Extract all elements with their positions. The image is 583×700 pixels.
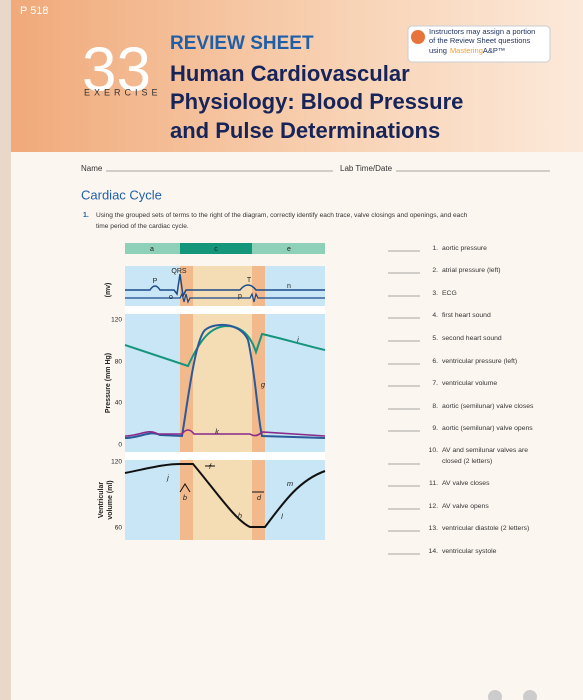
badge-text: using MasteringA&P™ [429,46,505,55]
phase-bar [252,243,325,254]
question-number: 1. [83,212,89,219]
curve-label: k [215,427,220,436]
axis-tick: 40 [115,400,123,407]
curve-label: g [261,380,266,389]
gap [125,306,325,314]
ecg-label: n [287,283,291,290]
curve-label: i [297,335,299,344]
curve-label: f [209,462,212,471]
axis-label: (mv) [105,283,112,298]
term-text: ventricular volume [442,380,497,387]
header-band [0,0,583,152]
exercise-label: EXERCISE [84,87,162,97]
exercise-number: 33 [82,35,151,104]
ecg-trace [125,273,325,299]
term-text: closed (2 letters) [442,458,492,465]
page-icon [523,690,537,700]
aortic-trace [124,324,326,368]
term-number: 13. [429,525,439,532]
ecg-label: QRS [171,268,187,275]
badge-box [407,25,551,63]
phase-bar [180,243,252,254]
term-text: ECG [442,290,457,297]
field-label: Lab Time/Date [340,164,393,173]
axis-tick: 80 [115,359,123,366]
badge-text: of the Review Sheet questions [429,36,531,45]
term-text: AV valve opens [442,503,489,510]
volume-trace [124,463,326,528]
sound-trace [125,292,325,304]
ecg-label: o [169,294,173,301]
axis-label: volume (ml) [107,480,114,519]
page-number: P 518 [20,5,49,17]
title: Physiology: Blood Pressure [170,89,463,114]
phase-label: a [150,246,154,253]
term-text: ventricular diastole (2 letters) [442,525,529,532]
axis-tick: 120 [111,459,122,466]
term-number: 9. [432,425,438,432]
ecg-label: T [247,277,252,284]
title: Human Cardiovascular [170,61,410,86]
badge-span: using [429,46,447,55]
term-number: 11. [429,480,438,487]
arrows [179,465,264,493]
term-text: ventricular pressure (left) [442,358,517,365]
question-text: time period of the cardiac cycle. [96,223,189,230]
badge-span: A&P™ [483,46,506,55]
axis-tick: 60 [115,525,123,532]
question-text: Using the grouped sets of terms to the r… [96,212,468,219]
term-text: aortic (semilunar) valve closes [442,403,534,410]
atrial-trace [124,429,326,437]
badge-text: Instructors may assign a portion [429,27,535,36]
badge-span: Mastering [450,46,483,55]
axis-tick: 0 [118,442,122,449]
term-number: 12. [429,503,439,510]
axis-tick: 120 [111,317,122,324]
phase-label: c [214,246,218,253]
term-number: 14. [429,548,439,555]
term-text: atrial pressure (left) [442,267,501,274]
phase-bar [125,243,180,254]
curve-label: l [281,512,283,521]
term-number: 8. [432,403,438,410]
term-text: first heart sound [442,312,491,319]
term-number: 10. [429,447,439,454]
axis-label: Ventricular [98,482,105,518]
term-number: 5. [432,335,438,342]
curve-label: j [166,473,169,482]
term-text: aortic (semilunar) valve opens [442,425,533,432]
curve-label: d [257,493,262,502]
term-number: 7. [432,380,438,387]
term-number: 2. [432,267,438,274]
left-strip [0,0,11,700]
term-number: 6. [432,358,438,365]
term-number: 1. [432,245,438,252]
section-label: REVIEW SHEET [170,33,314,54]
diagram [124,243,326,540]
curve-label: m [287,479,293,488]
term-text: ventricular systole [442,548,497,555]
title: and Pulse Determinations [170,118,440,143]
gap [125,452,325,460]
term-number: 3. [432,290,438,297]
ecg-label: P [153,278,158,285]
term-text: second heart sound [442,335,502,342]
term-text: AV valve closes [442,480,490,487]
axis-label: Pressure (mm Hg) [105,353,112,413]
curve-label: b [183,493,187,502]
page-icon [488,690,502,700]
ecg-label: p [238,293,242,300]
term-text: AV and semilunar valves are [442,447,528,454]
curve-label: h [238,511,242,520]
term-number: 4. [432,312,438,319]
field-label: Name [81,164,103,173]
phase-label: e [287,246,291,253]
section-title: Cardiac Cycle [81,187,162,202]
badge-icon [411,30,425,44]
term-text: aortic pressure [442,245,487,252]
